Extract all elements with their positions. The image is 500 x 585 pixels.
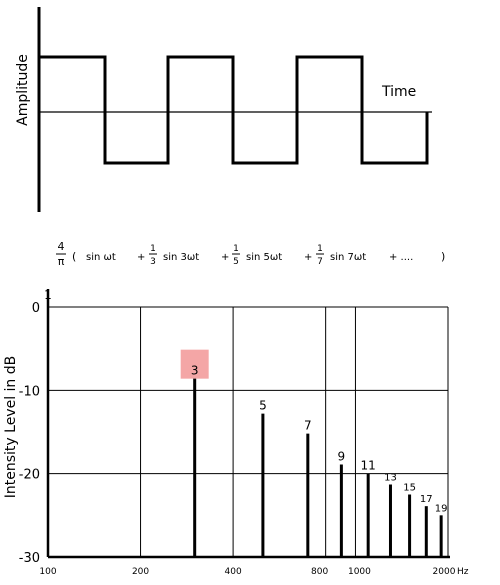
harmonic-label-11: 11 (361, 459, 376, 473)
y-tick-label: 0 (32, 301, 40, 316)
x-unit-label: Hz (457, 567, 469, 577)
harmonic-label-19: 19 (435, 503, 448, 514)
waveform-y-label: Amplitude (15, 54, 31, 126)
y-tick-label: -30 (19, 551, 40, 566)
formula-close-paren: ) (441, 250, 445, 263)
harmonic-label-7: 7 (304, 419, 312, 433)
formula-term-4: sin 7ωt (330, 252, 366, 263)
x-tick-label: 800 (311, 567, 328, 577)
formula-lead-numerator: 4 (58, 240, 65, 253)
waveform-x-label: Time (381, 84, 416, 100)
formula-term-4-plus: + (304, 252, 312, 263)
harmonic-label-9: 9 (338, 450, 346, 464)
formula-term-4-num: 1 (317, 244, 323, 254)
formula-term-3-num: 1 (233, 244, 239, 254)
formula-term-3: sin 5ωt (246, 252, 282, 263)
spectrum-highlights (180, 349, 209, 379)
formula-tail: + .... (389, 252, 413, 263)
formula-open-paren: ( (72, 250, 76, 263)
formula-term-2-den: 3 (150, 257, 156, 267)
harmonic-label-3: 3 (191, 364, 199, 378)
spectrum-x-ticks: 100 200 400 800 1000 2000 Hz (39, 567, 468, 577)
waveform-panel: Amplitude Time (15, 7, 432, 212)
spectrum-chart: Intensity Level in dB 1 0-10-20-30 10020… (3, 288, 469, 577)
formula-lead-denominator: π (58, 255, 65, 268)
formula-term-3-den: 5 (233, 257, 239, 267)
formula-term-2: sin 3ωt (163, 252, 199, 263)
x-tick-label: 100 (39, 567, 56, 577)
square-wave-line (39, 55, 429, 165)
formula-term-4-den: 7 (317, 257, 323, 267)
spectrum-y-ticks: 0 -10 -20 -30 (19, 301, 40, 566)
harmonic-label-17: 17 (420, 494, 433, 505)
formula-term-1: sin ωt (86, 252, 116, 263)
fourier-formula: 4 π ( sin ωt + 1 3 sin 3ωt + 1 5 sin 5ωt… (56, 240, 445, 268)
x-tick-label: 2000 (433, 567, 456, 577)
spectrum-y-label: Intensity Level in dB (3, 356, 19, 499)
harmonic-label-5: 5 (259, 399, 267, 413)
formula-term-3-plus: + (221, 252, 229, 263)
y-tick-label: -10 (19, 384, 40, 399)
x-tick-label: 200 (132, 567, 149, 577)
spectrum-bars (193, 378, 443, 557)
highlight-harmonic-box (180, 349, 209, 379)
harmonic-label-15: 15 (403, 483, 416, 494)
x-tick-label: 1000 (348, 567, 371, 577)
formula-term-2-plus: + (137, 252, 145, 263)
y-tick-label: -20 (19, 468, 40, 483)
formula-term-2-num: 1 (150, 244, 156, 254)
spectrum-grid (46, 289, 450, 559)
harmonic-label-13: 13 (384, 473, 397, 484)
x-tick-label: 400 (225, 567, 242, 577)
